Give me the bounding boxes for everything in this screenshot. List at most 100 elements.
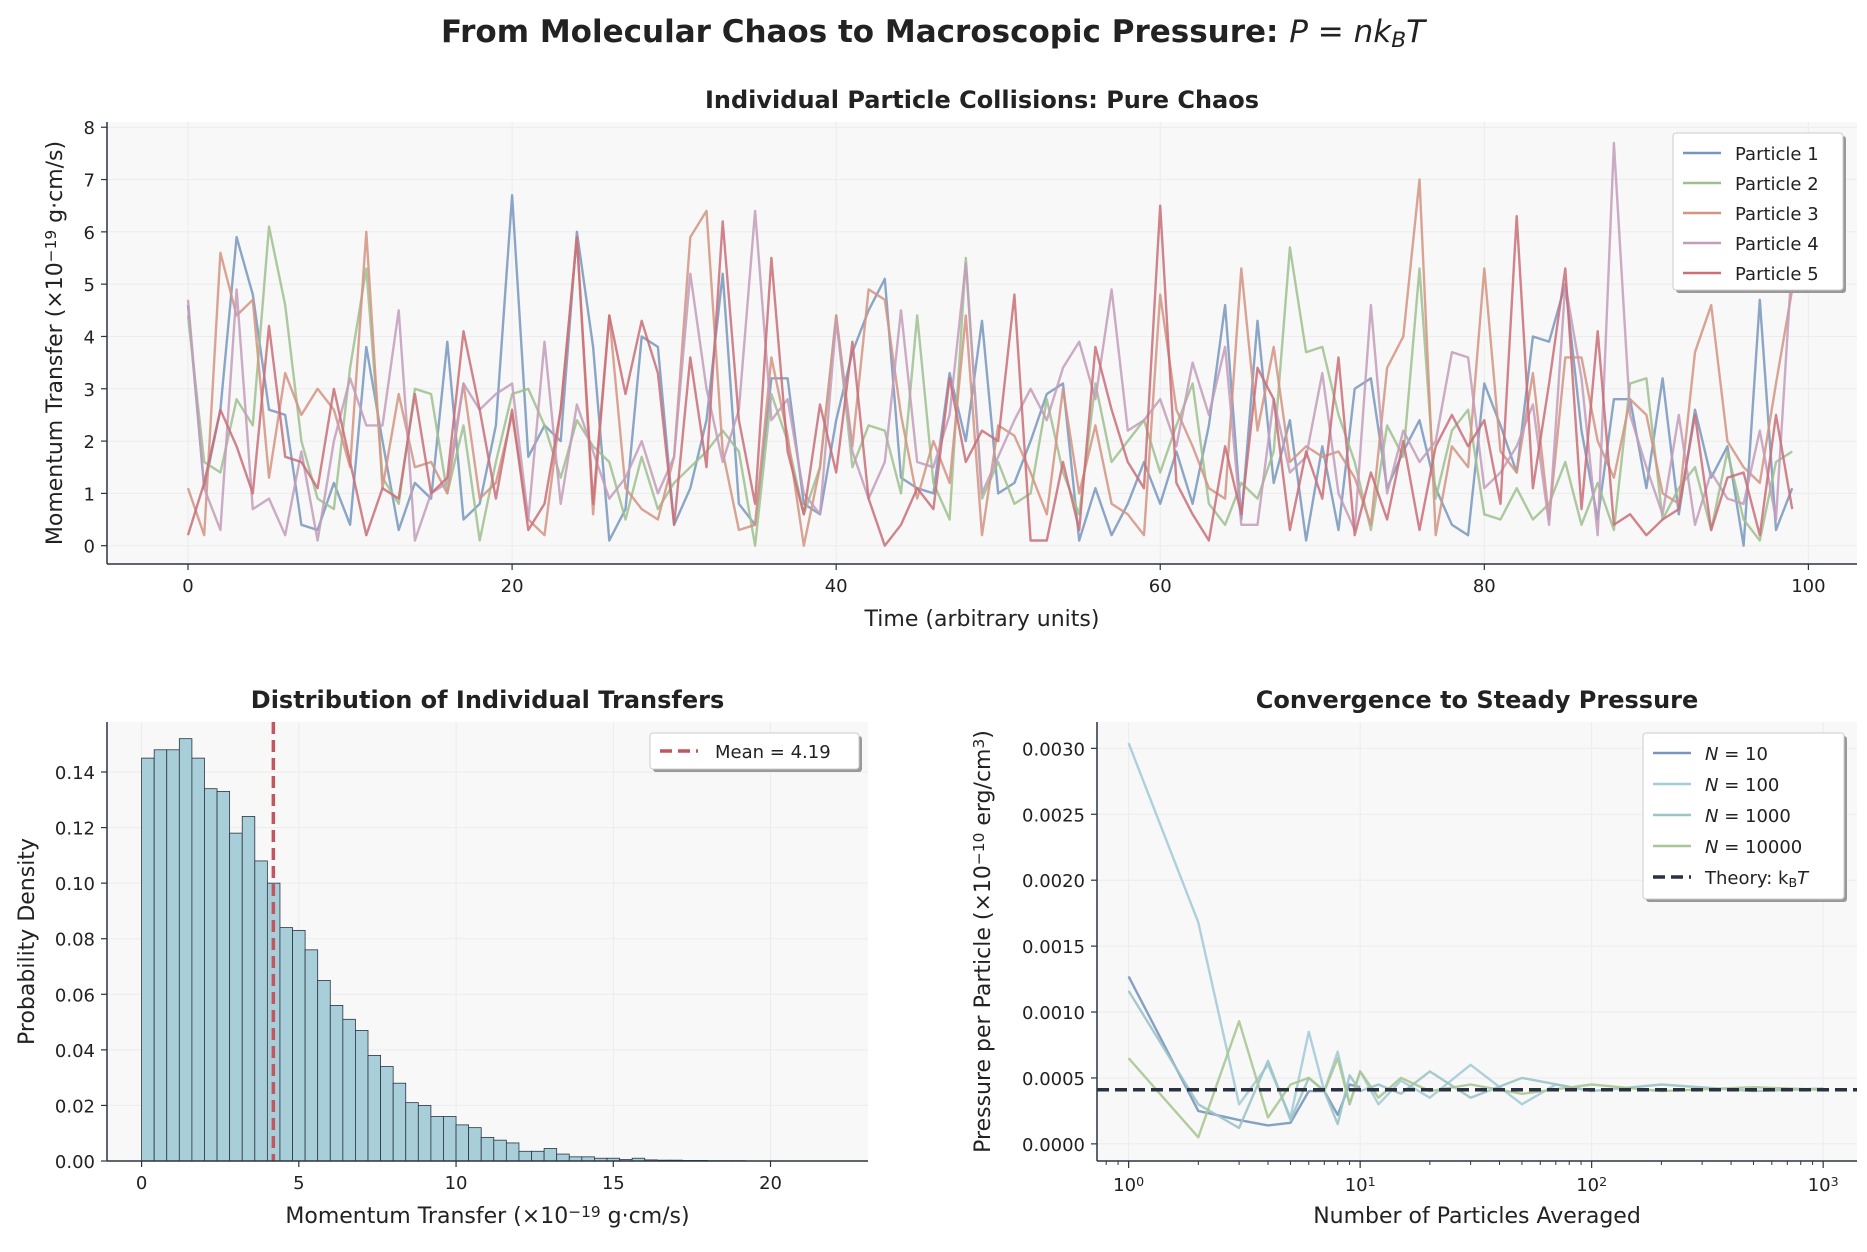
histogram-bar	[329, 1005, 344, 1162]
panel-histogram: 0 5 10 15 20 0.00 0.02 0.04 0.06 0.08 0.10 0.12 0.14…	[15, 686, 868, 1229]
convergence-series-line-4	[1127, 1020, 1824, 1139]
histogram-y-tick-label: 0.08	[55, 930, 95, 951]
collisions-y-tick-label: 3	[84, 380, 95, 401]
legend-label-particle-1: Particle 1	[1735, 144, 1819, 165]
histogram-y-axis-label: Probability Density	[15, 838, 40, 1045]
histogram-bar	[455, 1124, 470, 1162]
collisions-y-tick-label: 5	[84, 275, 95, 296]
histogram-bar	[493, 1139, 507, 1162]
histogram-y-tick-label: 0.12	[55, 819, 95, 840]
histogram-bar	[543, 1148, 558, 1162]
legend-label-n-3: N = 1000	[1705, 806, 1791, 827]
histogram-x-tick-label: 5	[293, 1173, 304, 1194]
panel-collisions: 0 20 40 60 80 100 0 1 2 3 4 5 6 7 8 Individual Particle…	[42, 86, 1857, 632]
histogram-bar	[417, 1105, 432, 1162]
legend-label-particle-5: Particle 5	[1735, 264, 1819, 285]
histogram-bar	[355, 1030, 369, 1162]
histogram-bar	[204, 788, 218, 1162]
collisions-x-axis-label: Time (arbitrary units)	[864, 607, 1100, 632]
histogram-x-tick-label: 15	[602, 1173, 625, 1194]
histogram-bar	[317, 979, 331, 1162]
histogram-bar	[229, 832, 243, 1162]
histogram-bar	[342, 1018, 356, 1162]
convergence-y-tick-label: 0.0000	[1022, 1135, 1085, 1156]
histogram-bar	[518, 1150, 532, 1162]
legend-label-particle-4: Particle 4	[1735, 234, 1819, 255]
convergence-y-tick-label: 0.0015	[1022, 937, 1085, 958]
histogram-y-tick-label: 0.14	[55, 763, 95, 784]
histogram-bar	[531, 1150, 545, 1162]
histogram-y-tick-label: 0.06	[55, 985, 95, 1006]
histogram-bar	[279, 927, 293, 1162]
convergence-x-tick-label: 102	[1576, 1174, 1607, 1196]
convergence-y-tick-label: 0.0025	[1022, 805, 1085, 826]
histogram-bar	[405, 1102, 419, 1162]
figure-suptitle: From Molecular Chaos to Macroscopic Pres…	[441, 14, 1427, 53]
histogram-bar	[480, 1136, 495, 1162]
convergence-x-axis-label: Number of Particles Averaged	[1313, 1204, 1641, 1229]
collisions-y-tick-label: 4	[84, 327, 95, 348]
collisions-x-tick-label: 80	[1473, 576, 1496, 597]
collisions-title: Individual Particle Collisions: Pure Cha…	[705, 86, 1259, 114]
collisions-y-tick-label: 0	[84, 537, 95, 558]
histogram-y-tick-label: 0.00	[55, 1152, 95, 1173]
collisions-y-tick-label: 2	[84, 432, 95, 453]
histogram-bar	[556, 1153, 570, 1162]
convergence-y-tick-label: 0.0005	[1022, 1069, 1085, 1090]
series-line-particle-5	[186, 204, 1794, 547]
histogram-y-tick-label: 0.02	[55, 1096, 95, 1117]
histogram-bar	[153, 749, 168, 1162]
collisions-legend-box	[1672, 132, 1844, 291]
panel-convergence: 100 101 102 103 0.0000 0.0005 0.0010 0.0015 0.00…	[970, 686, 1857, 1229]
collisions-y-tick-label: 7	[84, 171, 95, 192]
collisions-y-tick-label: 1	[84, 484, 95, 505]
collisions-x-tick-label: 40	[825, 576, 848, 597]
histogram-bar	[443, 1116, 457, 1162]
convergence-x-tick-label: 100	[1113, 1174, 1144, 1196]
legend-label-n-1: N = 10	[1705, 744, 1768, 765]
collisions-x-tick-label: 60	[1149, 576, 1172, 597]
histogram-y-tick-label: 0.04	[55, 1041, 95, 1062]
convergence-legend-box	[1642, 732, 1845, 900]
collisions-y-tick-label: 8	[84, 118, 95, 139]
histogram-bar	[178, 738, 193, 1162]
series-line-particle-4	[186, 141, 1794, 542]
histogram-bar	[166, 749, 180, 1162]
legend-label-particle-3: Particle 3	[1735, 204, 1819, 225]
histogram-bar	[380, 1066, 394, 1162]
histogram-x-tick-label: 20	[759, 1173, 782, 1194]
histogram-bar	[367, 1055, 381, 1162]
legend-label-particle-2: Particle 2	[1735, 174, 1819, 195]
convergence-x-tick-label: 101	[1345, 1174, 1376, 1196]
histogram-bar	[216, 791, 231, 1162]
histogram-bar	[141, 757, 155, 1162]
histogram-y-tick-label: 0.10	[55, 874, 95, 895]
legend-label-n-2: N = 100	[1705, 775, 1779, 796]
histogram-bar	[430, 1116, 444, 1162]
histogram-bar	[241, 816, 256, 1162]
convergence-y-tick-label: 0.0010	[1022, 1003, 1085, 1024]
histogram-bar	[304, 949, 319, 1162]
histogram-bar	[392, 1082, 407, 1162]
collisions-x-tick-label: 20	[501, 576, 524, 597]
collisions-y-tick-label: 6	[84, 223, 95, 244]
legend-label-n-4: N = 10000	[1705, 837, 1802, 858]
convergence-y-tick-label: 0.0030	[1022, 739, 1085, 760]
histogram-bar	[468, 1127, 482, 1162]
histogram-bar	[505, 1142, 520, 1162]
convergence-y-axis-label: Pressure per Particle (×10−10 erg/cm3)	[970, 730, 996, 1153]
histogram-legend-box	[649, 732, 860, 770]
histogram-bar	[191, 757, 205, 1162]
histogram-x-axis-label: Momentum Transfer (×10−19 g·cm/s)	[285, 1203, 689, 1229]
convergence-x-tick-label: 103	[1808, 1174, 1839, 1196]
collisions-y-axis-label: Momentum Transfer (×10−19 g·cm/s)	[42, 141, 68, 545]
histogram-x-tick-label: 0	[136, 1173, 147, 1194]
histogram-x-tick-label: 10	[445, 1173, 468, 1194]
collisions-x-tick-label: 0	[182, 576, 193, 597]
histogram-bar	[292, 929, 306, 1162]
legend-label-mean: Mean = 4.19	[715, 742, 831, 763]
convergence-y-tick-label: 0.0020	[1022, 871, 1085, 892]
legend-label-theory: Theory: kBT	[1704, 868, 1810, 890]
collisions-x-tick-label: 100	[1791, 576, 1825, 597]
